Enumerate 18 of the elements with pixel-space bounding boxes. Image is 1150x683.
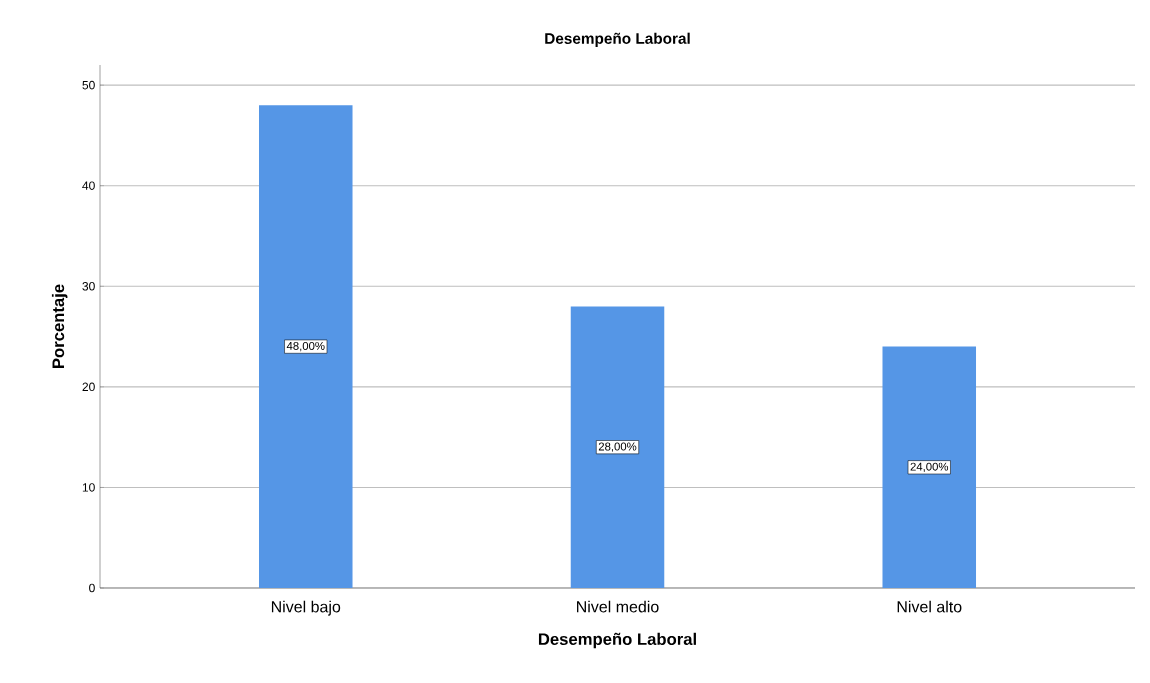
bar bbox=[570, 306, 665, 588]
y-tick-label: 0 bbox=[89, 583, 95, 593]
data-label: 24,00% bbox=[910, 462, 949, 472]
y-tick-label: 30 bbox=[82, 282, 95, 291]
y-tick-label: 40 bbox=[82, 181, 95, 190]
chart-title: Desempeño Laboral bbox=[545, 32, 690, 47]
y-tick-label: 10 bbox=[82, 483, 95, 492]
y-tick-label: 50 bbox=[82, 80, 95, 90]
x-tick-label: Nivel bajo bbox=[271, 600, 341, 616]
x-tick-label: Nivel medio bbox=[577, 600, 659, 613]
bar bbox=[882, 346, 977, 588]
x-tick-label: Nivel alto bbox=[897, 600, 962, 613]
y-tick-label: 20 bbox=[82, 382, 95, 392]
x-axis-title: Desempeño Laboral bbox=[538, 632, 696, 649]
data-label: 48,00% bbox=[286, 341, 325, 352]
data-label: 28,00% bbox=[598, 442, 637, 452]
bar bbox=[258, 105, 353, 588]
y-axis-title: Porcentaje bbox=[51, 284, 68, 368]
